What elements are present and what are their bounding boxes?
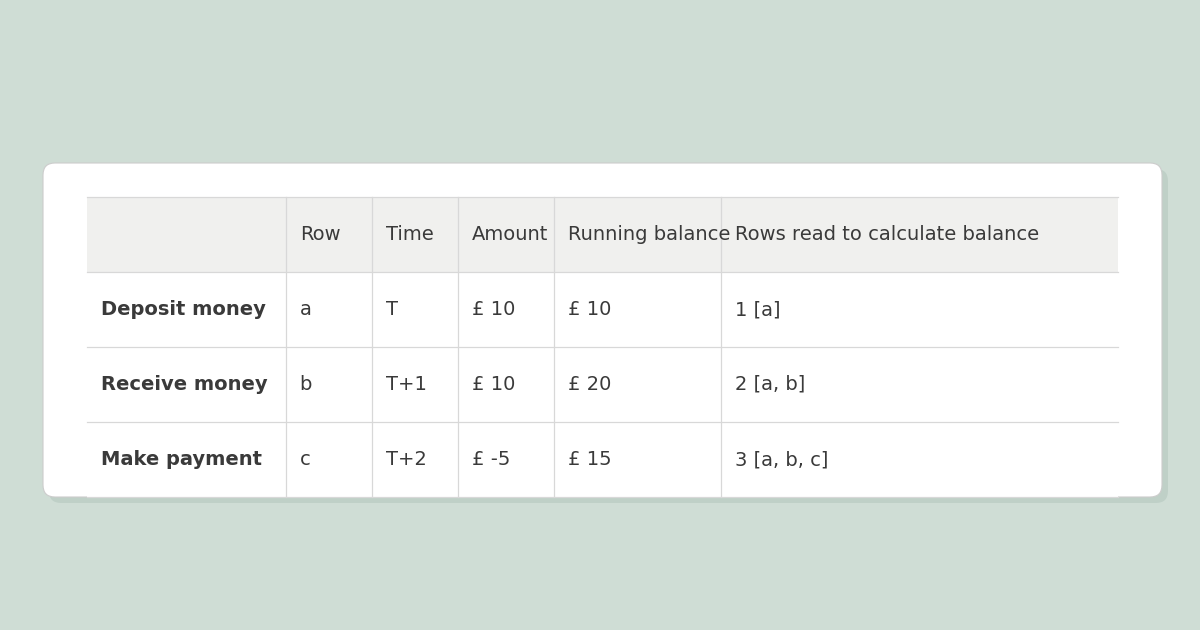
FancyBboxPatch shape bbox=[49, 169, 1168, 503]
Text: £ -5: £ -5 bbox=[472, 450, 510, 469]
Text: Amount: Amount bbox=[472, 225, 548, 244]
Text: £ 15: £ 15 bbox=[568, 450, 612, 469]
Text: £ 10: £ 10 bbox=[472, 300, 515, 319]
Bar bbox=[88, 422, 1118, 497]
Text: T: T bbox=[385, 300, 397, 319]
Text: a: a bbox=[300, 300, 312, 319]
FancyBboxPatch shape bbox=[43, 163, 1162, 497]
Text: T+2: T+2 bbox=[385, 450, 426, 469]
Text: c: c bbox=[300, 450, 311, 469]
Text: Deposit money: Deposit money bbox=[101, 300, 266, 319]
Text: Row: Row bbox=[300, 225, 341, 244]
Text: b: b bbox=[300, 375, 312, 394]
Bar bbox=[88, 347, 1118, 422]
Text: £ 20: £ 20 bbox=[568, 375, 612, 394]
Text: Running balance: Running balance bbox=[568, 225, 731, 244]
Text: 2 [a, b]: 2 [a, b] bbox=[734, 375, 805, 394]
Text: £ 10: £ 10 bbox=[568, 300, 612, 319]
Text: Rows read to calculate balance: Rows read to calculate balance bbox=[734, 225, 1039, 244]
Text: T+1: T+1 bbox=[385, 375, 426, 394]
Text: £ 10: £ 10 bbox=[472, 375, 515, 394]
Text: 1 [a]: 1 [a] bbox=[734, 300, 780, 319]
Text: Time: Time bbox=[385, 225, 433, 244]
Bar bbox=[88, 272, 1118, 347]
Bar bbox=[88, 197, 1118, 272]
Text: Make payment: Make payment bbox=[101, 450, 262, 469]
Text: Receive money: Receive money bbox=[101, 375, 268, 394]
Text: 3 [a, b, c]: 3 [a, b, c] bbox=[734, 450, 828, 469]
